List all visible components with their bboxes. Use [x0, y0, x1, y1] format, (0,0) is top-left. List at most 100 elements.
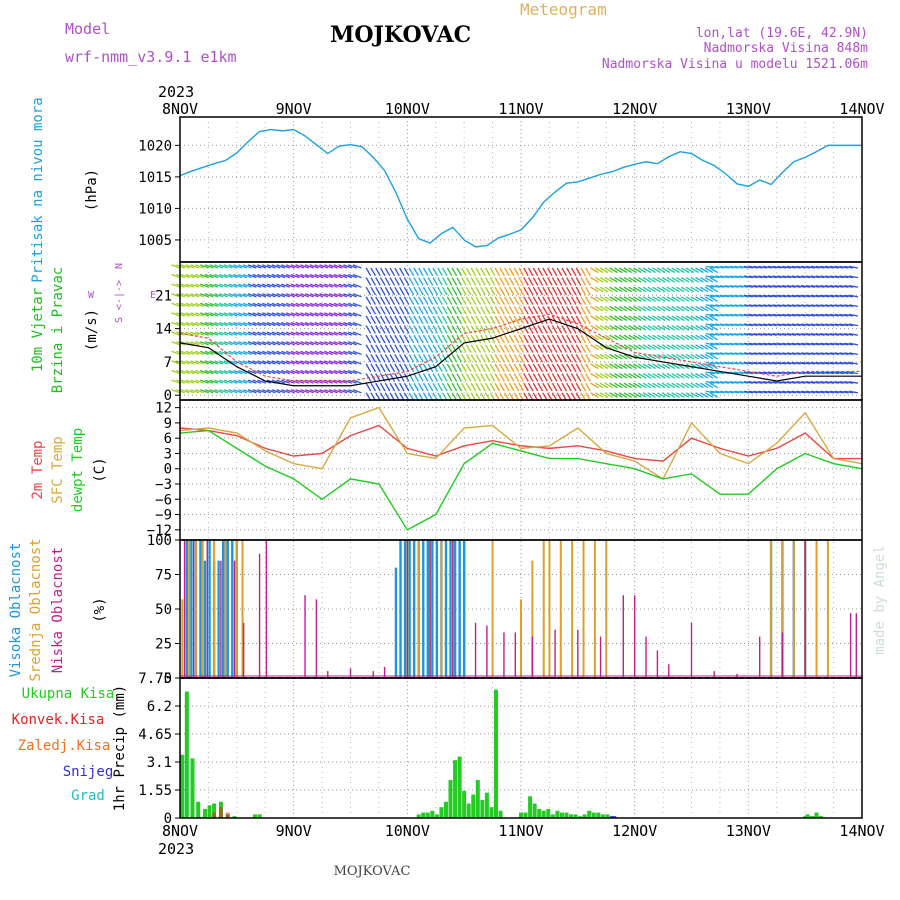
precip-panel-frame — [179, 677, 863, 819]
wind-barb — [834, 323, 844, 327]
wind-barb — [432, 334, 439, 344]
wind-barb — [252, 321, 262, 327]
wind-barb — [743, 361, 753, 365]
wind-barb — [599, 392, 609, 398]
wind-barb — [370, 296, 377, 305]
wind-barb — [695, 315, 704, 322]
precip-total-bar — [196, 801, 201, 818]
wind-barb — [281, 293, 291, 298]
year-label-top: 2023 — [158, 83, 194, 101]
wind-barb — [333, 389, 343, 394]
wind-barb — [266, 273, 276, 279]
wind-barb — [375, 344, 381, 353]
wind-barb — [199, 379, 209, 384]
wind-barb — [848, 294, 859, 298]
wind-barb — [422, 382, 429, 392]
wind-barb — [499, 334, 505, 344]
wind-barb — [709, 344, 719, 350]
wind-barb — [715, 313, 725, 317]
wind-barb — [810, 332, 820, 336]
wind-barb — [724, 265, 734, 269]
wind-barb — [637, 325, 647, 331]
wind-barb — [815, 352, 825, 356]
wind-barb — [238, 379, 248, 384]
wind-barb — [834, 294, 844, 298]
wind-barb — [394, 286, 400, 296]
wind-barb — [209, 302, 219, 308]
cloud-low-bar — [577, 629, 579, 678]
wind-barb — [437, 354, 443, 363]
wind-barb — [304, 389, 314, 394]
wind-barb — [228, 312, 238, 317]
wind-barb — [238, 264, 248, 269]
wind-barb — [247, 283, 257, 288]
wind-barb — [228, 293, 238, 298]
wind-barb — [777, 342, 787, 346]
wind-barb — [365, 363, 372, 373]
wind-barb — [427, 344, 434, 353]
wind-barb — [815, 313, 825, 317]
wind-barb — [566, 382, 572, 392]
wind-barb — [547, 334, 553, 344]
wind-barb — [314, 302, 324, 308]
wind-barb — [839, 371, 849, 375]
wind-barb — [523, 363, 529, 373]
wind-barb — [618, 286, 628, 293]
wind-barb — [432, 267, 439, 277]
wind-barb — [233, 341, 243, 346]
wind-barb — [685, 344, 695, 350]
wind-barb — [437, 267, 443, 277]
wind-barb — [209, 273, 219, 279]
wind-barb — [609, 267, 618, 274]
wind-barb — [834, 275, 844, 279]
wind-barb — [442, 334, 448, 344]
wind-barb — [276, 331, 286, 336]
wind-y-tick-label: 21 — [155, 288, 172, 304]
wind-barb — [782, 284, 792, 288]
precip-total-bar — [203, 808, 208, 818]
wind-barb — [661, 363, 671, 370]
wind-barb — [671, 373, 680, 379]
precip-total-bar — [816, 816, 821, 818]
wind-barb — [413, 296, 419, 305]
wind-barb — [720, 342, 730, 346]
wind-barb — [523, 334, 529, 344]
wind-barb — [642, 363, 652, 370]
wind-barb — [465, 296, 472, 305]
wind-barb — [724, 361, 734, 365]
wind-barb — [700, 373, 709, 379]
wind-barb — [762, 342, 773, 346]
wind-barb — [575, 354, 582, 363]
wind-barb — [319, 293, 329, 298]
wind-barb — [484, 286, 491, 296]
wind-barb — [561, 267, 567, 277]
wind-barb — [810, 323, 820, 327]
wind-barb — [295, 312, 305, 317]
wind-barb — [748, 275, 758, 279]
temp2m-axis-title: 2m Temp — [30, 440, 46, 499]
wind-barb — [295, 293, 305, 298]
wind-barb — [767, 332, 777, 336]
wind-barb — [403, 325, 410, 334]
wind-barb — [271, 331, 281, 336]
wind-barb — [523, 286, 529, 296]
wind-barb — [628, 373, 637, 379]
wind-barb — [257, 312, 267, 317]
wind-barb — [499, 373, 505, 382]
cloud-mid-bar — [491, 540, 494, 678]
wind-barb — [848, 371, 859, 375]
wind-barb — [724, 352, 734, 356]
precip-total-bar — [471, 794, 476, 818]
wind-barb — [715, 265, 725, 269]
wind-barb — [504, 363, 510, 373]
wind-barb — [427, 277, 434, 286]
wind-barb — [508, 325, 515, 334]
wind-barb — [700, 315, 709, 322]
wind-barb — [480, 296, 486, 305]
cloud-low-bar — [804, 540, 806, 678]
precip-total-bar — [587, 810, 592, 818]
wind-barb — [604, 296, 614, 302]
wind-barb — [309, 369, 319, 375]
wind-barb — [575, 267, 582, 277]
cloud-high-bar — [453, 540, 457, 678]
